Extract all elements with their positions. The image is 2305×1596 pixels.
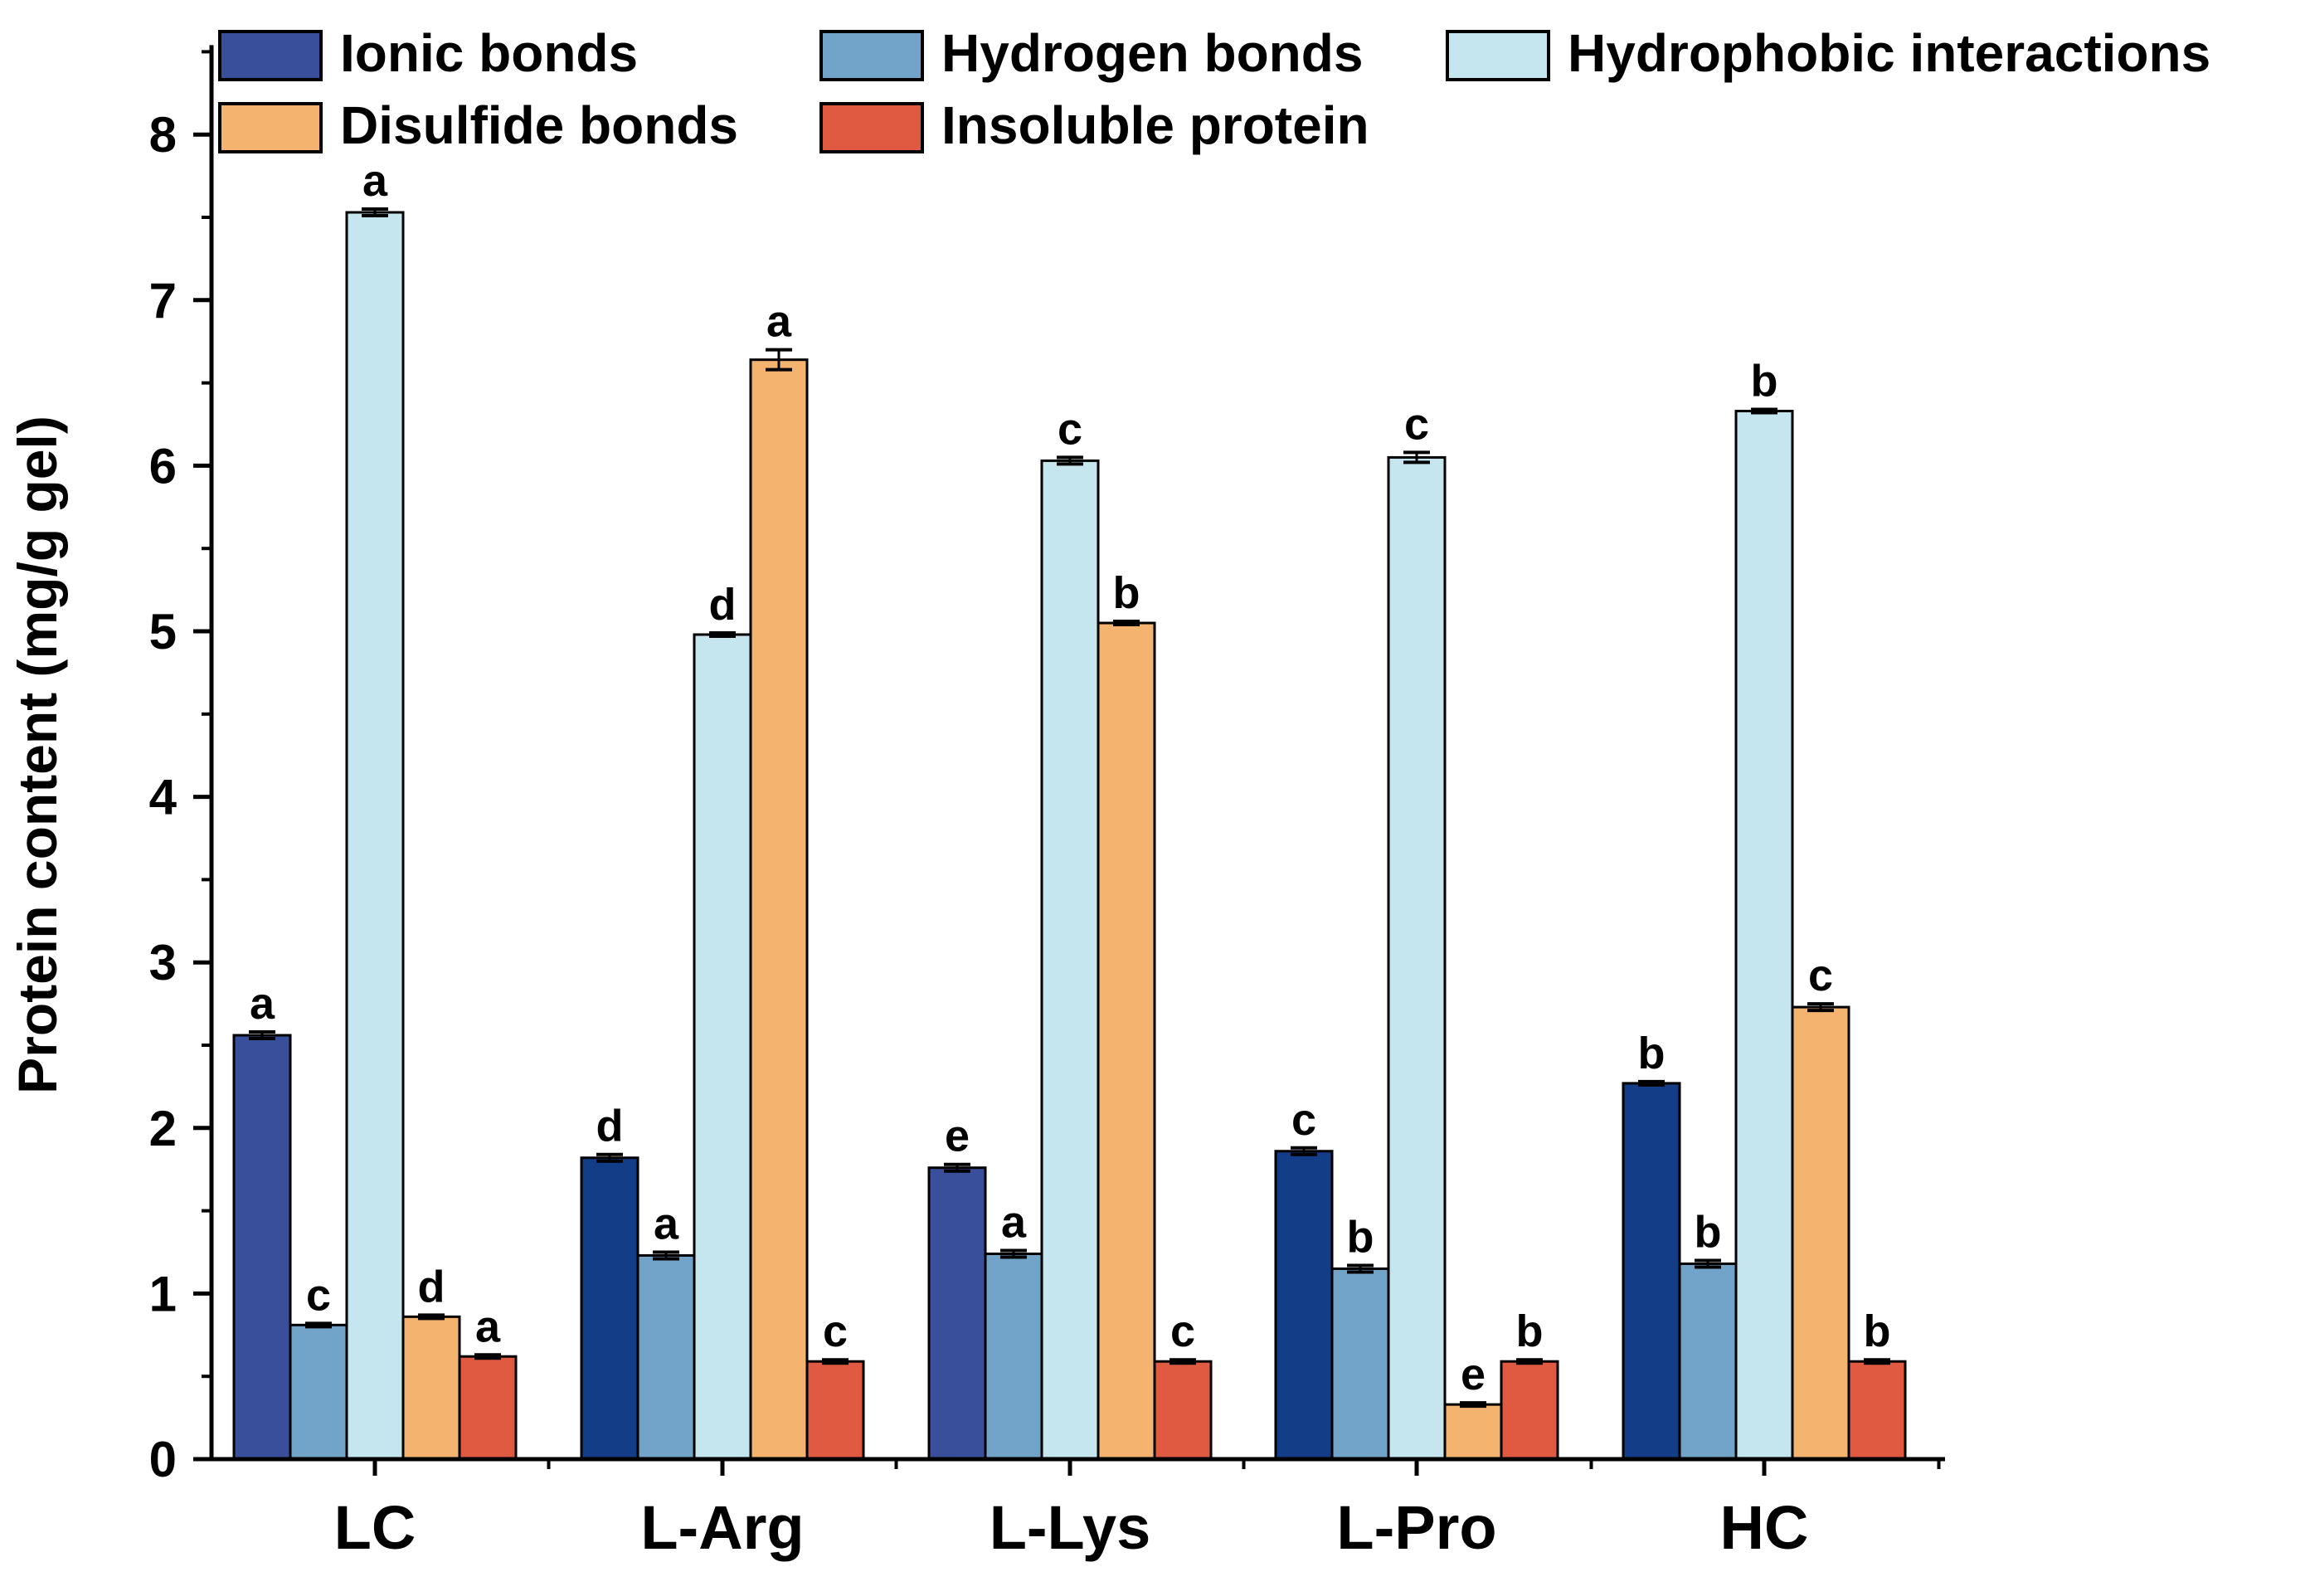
bar-insoluble-protein-hc <box>1847 1360 1907 1461</box>
bar-hydrophobic-interactions-l-lys <box>1040 459 1100 1461</box>
legend-label: Hydrophobic interactions <box>1568 23 2210 83</box>
bar-disulfide-bonds-l-pro <box>1443 1403 1503 1461</box>
significance-label: c <box>823 1306 848 1356</box>
x-category-label: LC <box>334 1493 416 1562</box>
significance-label: a <box>766 297 792 347</box>
legend-label: Disulfide bonds <box>340 95 738 155</box>
significance-label: b <box>1751 357 1778 406</box>
significance-label: c <box>1404 399 1429 449</box>
legend-swatch <box>218 30 323 81</box>
significance-label: a <box>362 156 388 206</box>
significance-label: c <box>306 1270 331 1320</box>
y-tick-label: 5 <box>149 604 177 659</box>
significance-label: c <box>1808 951 1833 1000</box>
bar-ionic-bonds-lc <box>232 1034 292 1461</box>
bar-hydrogen-bonds-l-pro <box>1330 1267 1390 1461</box>
bar-hydrophobic-interactions-hc <box>1734 410 1794 1461</box>
axes-layer: 0 1 2 3 4 5 6 7 8 LC L-Arg L-Lys L-Pro HC <box>149 45 1945 1562</box>
bars-layer <box>232 211 1907 1461</box>
legend-swatch <box>819 102 924 153</box>
legend-swatch <box>819 30 924 81</box>
significance-label: d <box>596 1102 624 1151</box>
legend: Ionic bonds Hydrogen bonds Hydrophobic int… <box>218 23 2210 155</box>
x-category-label: L-Pro <box>1336 1493 1496 1562</box>
significance-label: c <box>1291 1095 1316 1145</box>
significance-label: d <box>709 580 737 630</box>
bar-hydrogen-bonds-l-arg <box>636 1253 696 1461</box>
legend-swatch <box>1446 30 1550 81</box>
bar-ionic-bonds-l-pro <box>1274 1150 1334 1461</box>
significance-label: e <box>945 1112 970 1161</box>
y-tick-label: 0 <box>149 1432 177 1487</box>
significance-label: b <box>1516 1306 1544 1356</box>
y-tick-label: 3 <box>149 935 177 990</box>
bar-hydrogen-bonds-lc <box>289 1323 348 1461</box>
significance-label: b <box>1864 1306 1891 1356</box>
bar-disulfide-bonds-l-lys <box>1097 621 1156 1461</box>
bar-insoluble-protein-l-pro <box>1500 1360 1559 1461</box>
x-category-label: L-Lys <box>990 1493 1151 1562</box>
significance-label: b <box>1113 568 1140 618</box>
bar-hydrophobic-interactions-l-pro <box>1387 455 1447 1461</box>
bar-insoluble-protein-l-lys <box>1153 1360 1213 1461</box>
bar-hydrogen-bonds-l-lys <box>984 1252 1043 1461</box>
bar-insoluble-protein-l-arg <box>805 1360 865 1461</box>
bar-ionic-bonds-l-lys <box>927 1166 987 1461</box>
legend-swatch <box>218 102 323 153</box>
bar-insoluble-protein-lc <box>458 1355 518 1461</box>
y-tick-label: 4 <box>149 770 177 825</box>
bar-hydrophobic-interactions-lc <box>345 211 405 1461</box>
significance-label: b <box>1347 1212 1374 1262</box>
y-tick-label: 1 <box>149 1266 177 1321</box>
bar-disulfide-bonds-hc <box>1791 1005 1850 1461</box>
legend-label: Hydrogen bonds <box>941 23 1363 83</box>
bar-ionic-bonds-hc <box>1622 1082 1681 1461</box>
x-category-label: L-Arg <box>640 1493 804 1562</box>
y-tick-label: 8 <box>149 107 177 163</box>
bar-disulfide-bonds-l-arg <box>749 358 809 1461</box>
x-category-label: HC <box>1720 1493 1809 1562</box>
legend-label: Ionic bonds <box>340 23 638 83</box>
significance-label: a <box>654 1199 679 1249</box>
legend-label: Insoluble protein <box>941 95 1369 155</box>
bar-ionic-bonds-l-arg <box>580 1156 639 1461</box>
significance-label: d <box>418 1262 445 1311</box>
bar-hydrophobic-interactions-l-arg <box>693 633 752 1461</box>
y-tick-label: 2 <box>149 1101 177 1156</box>
error-bars-layer <box>249 207 1890 1409</box>
significance-label: a <box>250 979 275 1029</box>
bar-disulfide-bonds-lc <box>401 1315 461 1461</box>
significance-label: a <box>475 1302 501 1351</box>
y-axis-title: Protein content (mg/g gel) <box>7 416 68 1094</box>
significance-label: b <box>1695 1207 1722 1257</box>
y-tick-label: 6 <box>149 438 177 494</box>
significance-label: a <box>1001 1198 1027 1248</box>
significance-label: b <box>1638 1029 1666 1078</box>
y-tick-label: 7 <box>149 273 177 328</box>
bar-hydrogen-bonds-hc <box>1678 1262 1738 1461</box>
significance-label: e <box>1461 1350 1486 1399</box>
significance-label: c <box>1170 1306 1195 1356</box>
significance-label: c <box>1058 404 1082 454</box>
